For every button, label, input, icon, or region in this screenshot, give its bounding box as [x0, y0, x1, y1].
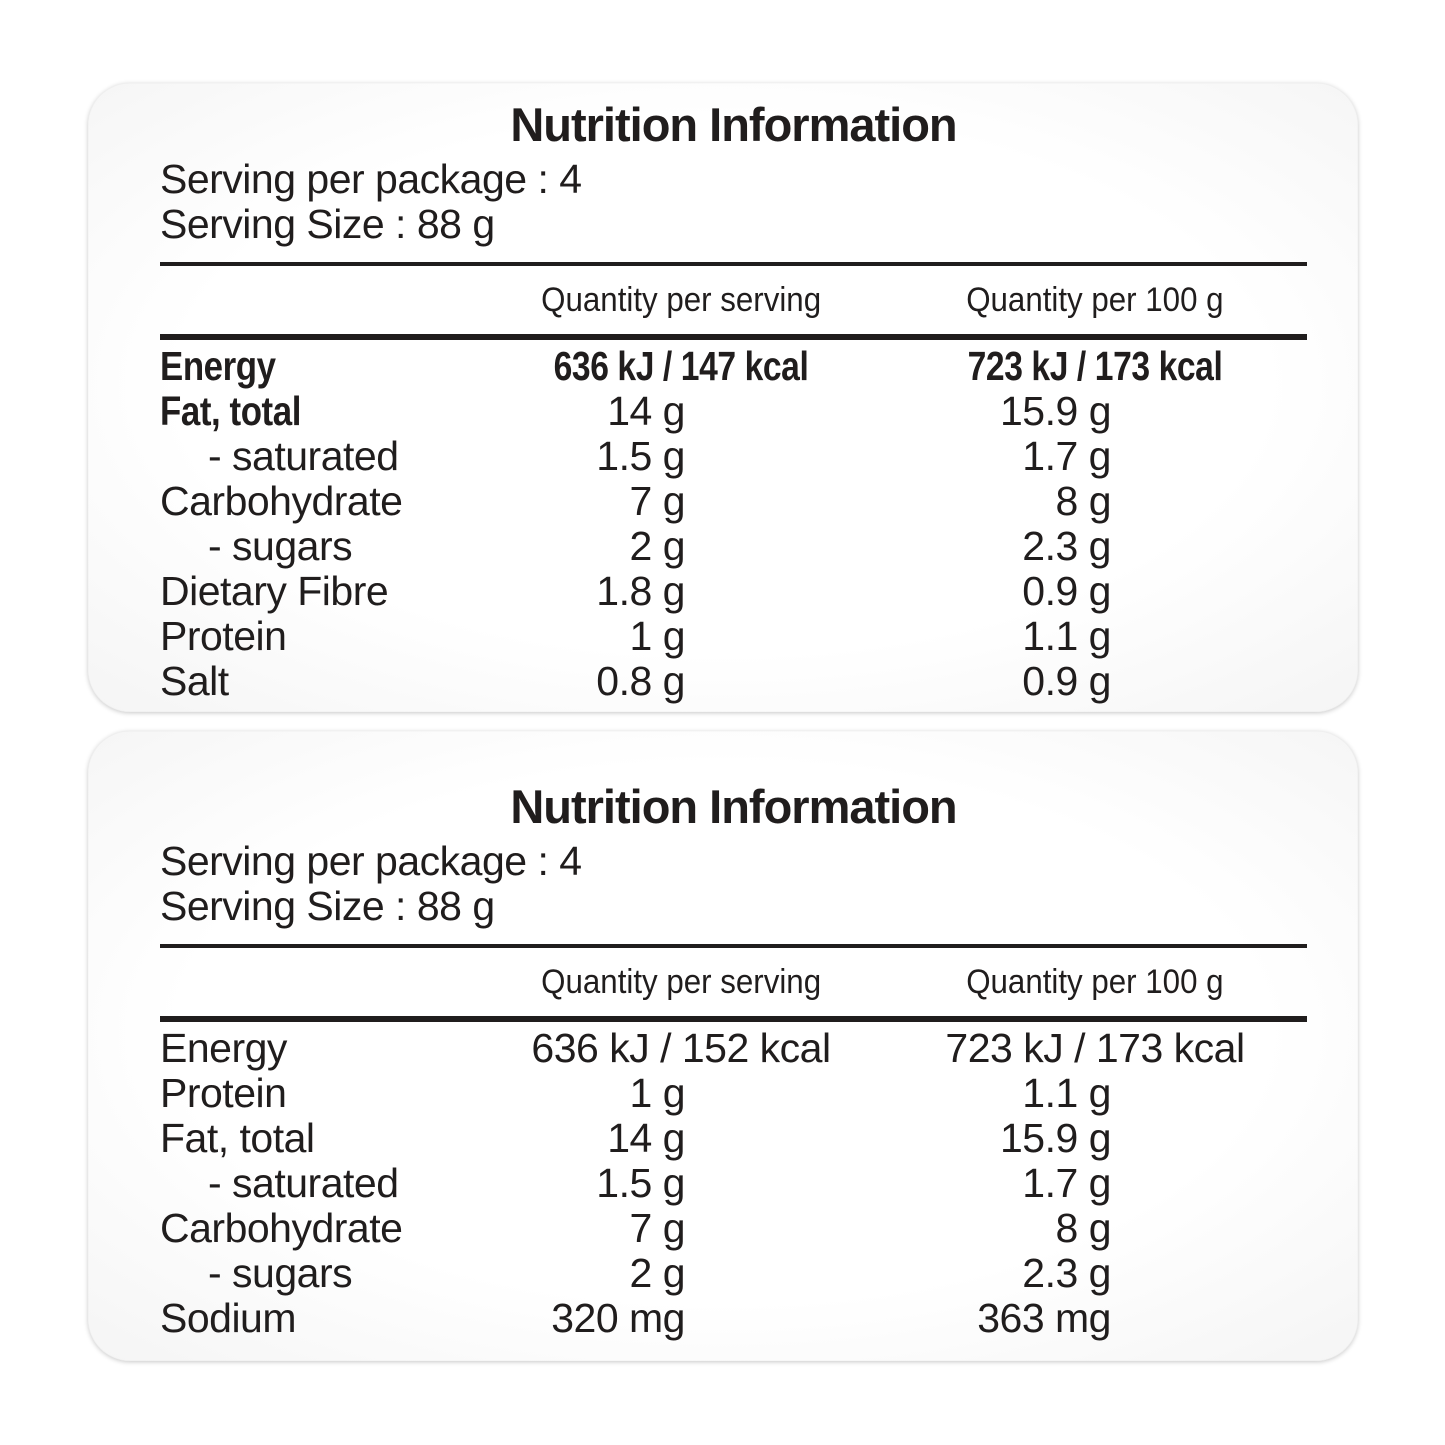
value-per-100g: 0.9 g [1022, 568, 1111, 614]
value-per-serving: 2 g [629, 523, 686, 569]
table-row-sugars: - sugars 2 g 2.3 g [160, 524, 1307, 569]
table-row-sodium: Sodium 320 mg 363 mg [160, 1296, 1307, 1341]
value-per-serving: 2 g [629, 1250, 686, 1296]
nutrient-table: Energy 636 kJ / 147 kcal 723 kJ / 173 kc… [160, 344, 1307, 704]
divider-top [160, 944, 1307, 948]
serving-per-package: Serving per package : 4 [160, 838, 582, 884]
nutrient-label: Carbohydrate [160, 1205, 403, 1251]
divider-top [160, 262, 1307, 266]
table-row-saturated: - saturated 1.5 g 1.7 g [160, 434, 1307, 479]
serving-per-package: Serving per package : 4 [160, 156, 582, 202]
value-per-serving: 14 g [607, 388, 685, 434]
value-per-100g: 15.9 g [1000, 1115, 1112, 1161]
nutrient-label: Protein [160, 613, 287, 659]
table-row-fat: Fat, total 14 g 15.9 g [160, 1116, 1307, 1161]
value-per-100g: 2.3 g [1022, 1250, 1111, 1296]
value-per-serving: 14 g [607, 1115, 685, 1161]
value-per-100g: 1.1 g [1022, 1070, 1111, 1116]
column-header-per-serving: Quantity per serving [541, 280, 821, 319]
value-per-serving: 7 g [629, 478, 686, 524]
nutrient-label: Salt [160, 658, 229, 704]
table-row-energy: Energy 636 kJ / 152 kcal 723 kJ / 173 kc… [160, 1026, 1307, 1071]
column-header-row: Quantity per serving Quantity per 100 g [160, 948, 1307, 1016]
value-per-100g: 15.9 g [1000, 388, 1112, 434]
nutrition-panel-top: Nutrition Information Serving per packag… [88, 83, 1358, 712]
value-per-100g: 1.1 g [1022, 613, 1111, 659]
value-per-serving: 1.5 g [596, 1160, 685, 1206]
value-per-serving: 636 kJ / 147 kcal [553, 343, 809, 389]
nutrient-label: - sugars [208, 1250, 353, 1296]
nutrient-label: Fat, total [160, 1115, 315, 1161]
nutrient-label: - saturated [208, 433, 399, 479]
divider-header [160, 1016, 1307, 1022]
nutrient-label: Fat, total [160, 388, 301, 434]
value-per-serving: 1 g [629, 1070, 686, 1116]
table-row-sugars: - sugars 2 g 2.3 g [160, 1251, 1307, 1296]
nutrient-label: Carbohydrate [160, 478, 403, 524]
nutrient-table: Energy 636 kJ / 152 kcal 723 kJ / 173 kc… [160, 1026, 1307, 1341]
value-per-100g: 1.7 g [1022, 433, 1111, 479]
value-per-100g: 723 kJ / 173 kcal [945, 1025, 1245, 1071]
page-title: Nutrition Information [510, 780, 957, 833]
value-per-serving: 1.5 g [596, 433, 685, 479]
table-row-salt: Salt 0.8 g 0.9 g [160, 659, 1307, 704]
nutrient-label: Energy [160, 343, 276, 389]
value-per-serving: 1.8 g [596, 568, 685, 614]
table-row-carbohydrate: Carbohydrate 7 g 8 g [160, 479, 1307, 524]
serving-size: Serving Size : 88 g [160, 201, 495, 247]
nutrient-label: Sodium [160, 1295, 297, 1341]
nutrient-label: Energy [160, 1025, 287, 1071]
value-per-100g: 363 mg [977, 1295, 1111, 1341]
table-row-protein: Protein 1 g 1.1 g [160, 614, 1307, 659]
page-title: Nutrition Information [510, 98, 957, 151]
value-per-100g: 8 g [1055, 478, 1112, 524]
nutrient-label: - sugars [208, 523, 353, 569]
value-per-100g: 8 g [1055, 1205, 1112, 1251]
nutrient-label: Dietary Fibre [160, 568, 389, 614]
value-per-100g: 0.9 g [1022, 658, 1111, 704]
serving-size: Serving Size : 88 g [160, 883, 495, 929]
value-per-serving: 636 kJ / 152 kcal [531, 1025, 831, 1071]
table-row-protein: Protein 1 g 1.1 g [160, 1071, 1307, 1116]
value-per-serving: 1 g [629, 613, 686, 659]
divider-header [160, 334, 1307, 340]
value-per-100g: 723 kJ / 173 kcal [967, 343, 1223, 389]
table-row-energy: Energy 636 kJ / 147 kcal 723 kJ / 173 kc… [160, 344, 1307, 389]
column-header-per-100g: Quantity per 100 g [966, 962, 1224, 1001]
table-row-saturated: - saturated 1.5 g 1.7 g [160, 1161, 1307, 1206]
value-per-serving: 0.8 g [596, 658, 685, 704]
column-header-per-serving: Quantity per serving [541, 962, 821, 1001]
table-row-carbohydrate: Carbohydrate 7 g 8 g [160, 1206, 1307, 1251]
value-per-serving: 320 mg [551, 1295, 685, 1341]
column-header-per-100g: Quantity per 100 g [966, 280, 1224, 319]
table-row-dietary-fibre: Dietary Fibre 1.8 g 0.9 g [160, 569, 1307, 614]
column-header-row: Quantity per serving Quantity per 100 g [160, 266, 1307, 334]
nutrition-panel-bottom: Nutrition Information Serving per packag… [88, 731, 1358, 1361]
nutrient-label: Protein [160, 1070, 287, 1116]
table-row-fat: Fat, total 14 g 15.9 g [160, 389, 1307, 434]
nutrient-label: - saturated [208, 1160, 399, 1206]
value-per-serving: 7 g [629, 1205, 686, 1251]
value-per-100g: 2.3 g [1022, 523, 1111, 569]
value-per-100g: 1.7 g [1022, 1160, 1111, 1206]
